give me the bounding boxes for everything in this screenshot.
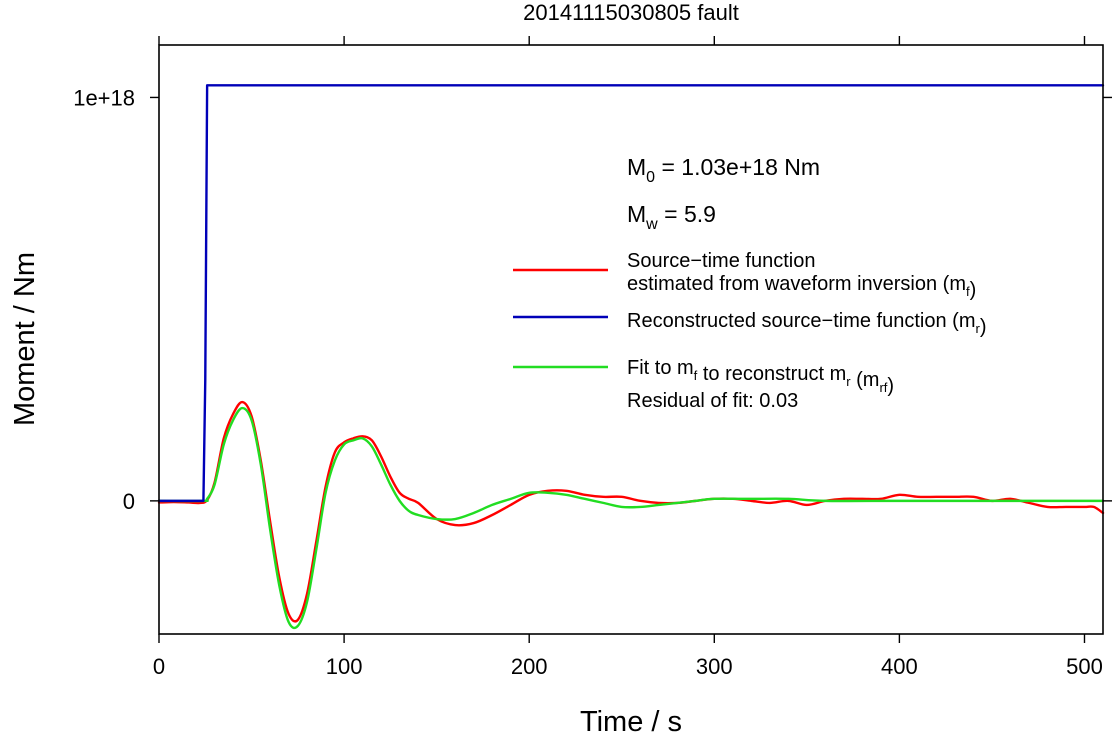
x-axis-label: Time / s	[580, 706, 682, 735]
legend-label-mf: Source−time function	[627, 250, 815, 272]
mw-subscript: w	[645, 216, 658, 233]
x-tick-label: 100	[326, 654, 363, 679]
m0-annotation: M0 = 1.03e+18 Nm	[627, 154, 820, 186]
series-line-mrf	[157, 406, 1105, 630]
x-tick-label: 500	[1066, 654, 1103, 679]
plot-frame	[158, 44, 1104, 635]
x-tick-label: 0	[153, 654, 165, 679]
mw-annotation: Mw = 5.9	[627, 201, 716, 233]
m0-subscript: 0	[646, 169, 655, 186]
chart-title: 20141115030805 fault	[523, 0, 739, 25]
axes-layer: 0 100 200 300 400 500 0 1e+18	[73, 36, 1112, 679]
annotation-layer: M0 = 1.03e+18 Nm Mw = 5.9 Residual of fi…	[627, 154, 820, 412]
legend-label-mrf: Fit to mf to reconstruct mr (mrf)	[627, 357, 894, 397]
y-tick-label: 0	[123, 489, 135, 514]
series-line-mr	[157, 84, 1105, 503]
legend-label-mr: Reconstructed source−time function (mr)	[627, 310, 987, 338]
x-tick-label: 300	[696, 654, 733, 679]
legend-label-mf: estimated from waveform inversion (mf)	[627, 273, 976, 301]
series-layer	[157, 84, 1105, 630]
x-tick-label: 400	[881, 654, 918, 679]
residual-annotation: Residual of fit: 0.03	[627, 390, 798, 412]
y-tick-label: 1e+18	[73, 85, 135, 110]
x-tick-label: 200	[511, 654, 548, 679]
y-axis-label: Moment / Nm	[9, 252, 41, 426]
series-line-mf	[157, 400, 1105, 623]
